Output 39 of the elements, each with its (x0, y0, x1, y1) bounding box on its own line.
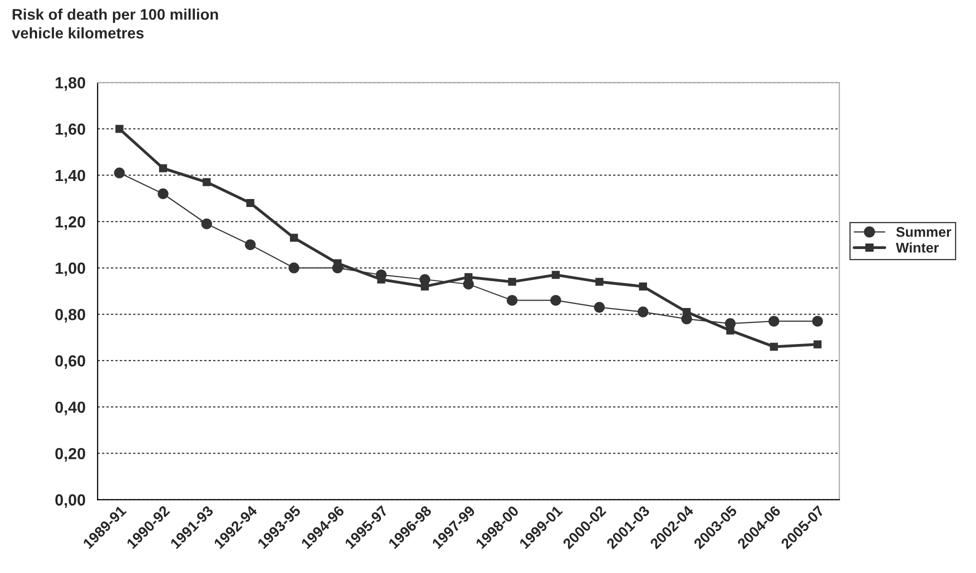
point (464, 273, 472, 282)
point (159, 164, 168, 172)
point (244, 239, 256, 250)
point (508, 278, 516, 286)
y-tick-label: 1,00 (56, 262, 86, 276)
point (158, 188, 168, 200)
point (638, 306, 648, 318)
point (246, 199, 254, 208)
y-tick-label: 0,60 (55, 355, 86, 369)
point (420, 282, 429, 290)
point (114, 168, 125, 178)
point (594, 302, 605, 313)
point (550, 294, 562, 306)
y-tick-label: 1,40 (56, 170, 86, 184)
y-tick-label: 1,80 (56, 77, 86, 91)
point (290, 234, 298, 242)
legend-label: Winter (896, 242, 939, 253)
legend-label: Summer (896, 227, 952, 237)
point (201, 218, 212, 230)
y-tick-label: 0,00 (55, 494, 86, 508)
point (115, 124, 124, 133)
point (639, 282, 648, 290)
point (288, 262, 300, 274)
point (812, 316, 823, 327)
y-tick-label: 1,60 (56, 123, 86, 138)
point (726, 326, 734, 334)
point (595, 278, 604, 286)
y-tick-label: 1,20 (56, 216, 86, 230)
point (506, 294, 518, 306)
point (682, 308, 691, 316)
y-tick-label: 0,40 (55, 402, 86, 416)
point (770, 342, 778, 351)
point (552, 270, 560, 279)
chart-title: Risk of death per 100 million vehicle kilometres (12, 8, 218, 38)
y-tick-label: 0,20 (55, 448, 86, 462)
y-tick-label: 0,80 (55, 308, 86, 323)
point (768, 316, 780, 327)
point (202, 178, 211, 186)
point (814, 340, 822, 348)
